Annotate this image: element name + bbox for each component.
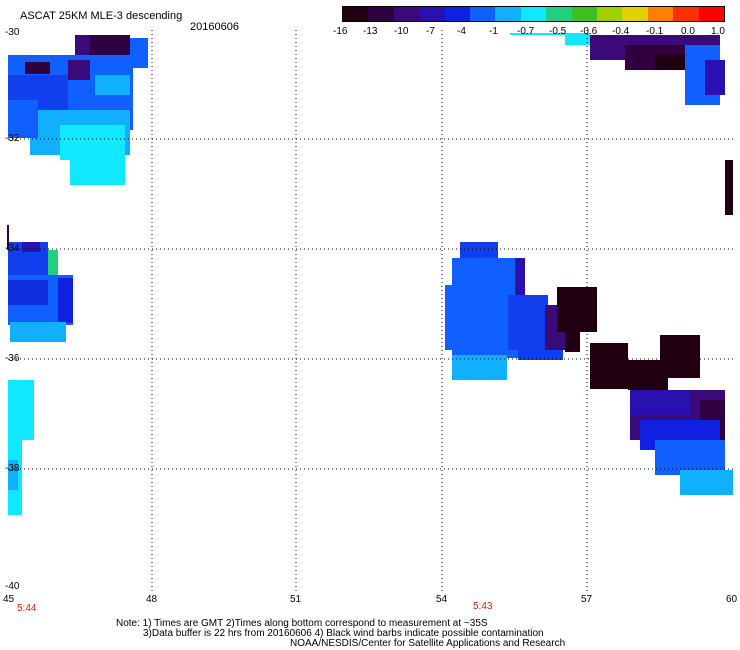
colorbar-segment bbox=[495, 7, 521, 21]
colorbar-tick-label: -0.4 bbox=[612, 26, 630, 37]
colorbar-segment bbox=[520, 7, 547, 21]
colorbar-tick-label: 1.0 bbox=[711, 26, 725, 37]
colorbar-segment bbox=[673, 7, 699, 21]
colorbar-segment bbox=[343, 7, 369, 21]
colorbar-tick-label: -10 bbox=[394, 26, 409, 37]
note-line-2: 3)Data buffer is 22 hrs from 20160606 4)… bbox=[143, 628, 544, 639]
colorbar-tick-label: -4 bbox=[457, 26, 466, 37]
colorbar-segment bbox=[647, 7, 674, 21]
colorbar-segment bbox=[546, 7, 572, 21]
pass-time-label: 5:43 bbox=[473, 601, 493, 612]
colorbar-tick-label: -16 bbox=[333, 26, 348, 37]
colorbar-segment bbox=[597, 7, 623, 21]
lat-label: -38 bbox=[5, 463, 20, 474]
colorbar-segment bbox=[368, 7, 394, 21]
lon-label: 48 bbox=[146, 594, 158, 605]
colorbar-segment bbox=[698, 7, 725, 21]
lat-label: -30 bbox=[5, 27, 20, 38]
colorbar-segment bbox=[444, 7, 471, 21]
wind-swath-data bbox=[8, 35, 733, 515]
pass-time-label: 5:44 bbox=[17, 603, 37, 614]
lat-label: -32 bbox=[5, 133, 20, 144]
colorbar-tick-label: -13 bbox=[363, 26, 378, 37]
colorbar-tick-label: -7 bbox=[426, 26, 435, 37]
lon-label: 51 bbox=[290, 594, 302, 605]
map-date: 20160606 bbox=[190, 21, 239, 33]
lon-label: 60 bbox=[726, 594, 738, 605]
colorbar-tick-label: 0.0 bbox=[681, 26, 695, 37]
colorbar-tick-label: -0.7 bbox=[517, 26, 535, 37]
graticule bbox=[8, 30, 733, 592]
colorbar-tick-label: -0.5 bbox=[549, 26, 567, 37]
lat-label: -40 bbox=[5, 581, 20, 592]
lon-label: 54 bbox=[436, 594, 448, 605]
colorbar-tick-label: -1 bbox=[489, 26, 498, 37]
colorbar-tick-label: -0.6 bbox=[580, 26, 598, 37]
colorbar-segment bbox=[470, 7, 496, 21]
colorbar-segment bbox=[393, 7, 420, 21]
note-line-1: Note: 1) Times are GMT 2)Times along bot… bbox=[116, 618, 488, 629]
lon-label: 45 bbox=[3, 594, 15, 605]
map-title: ASCAT 25KM MLE-3 descending bbox=[20, 10, 183, 22]
lat-label: -36 bbox=[5, 353, 20, 364]
colorbar-underline bbox=[510, 33, 590, 35]
colorbar-segment bbox=[622, 7, 648, 21]
note-line-3: NOAA/NESDIS/Center for Satellite Applica… bbox=[290, 638, 566, 649]
lat-label: -34 bbox=[5, 243, 20, 254]
lon-label: 57 bbox=[581, 594, 593, 605]
colorbar-tick-label: -0.1 bbox=[646, 26, 664, 37]
colorbar-segment bbox=[571, 7, 598, 21]
colorbar bbox=[342, 6, 725, 22]
colorbar-segment bbox=[419, 7, 445, 21]
